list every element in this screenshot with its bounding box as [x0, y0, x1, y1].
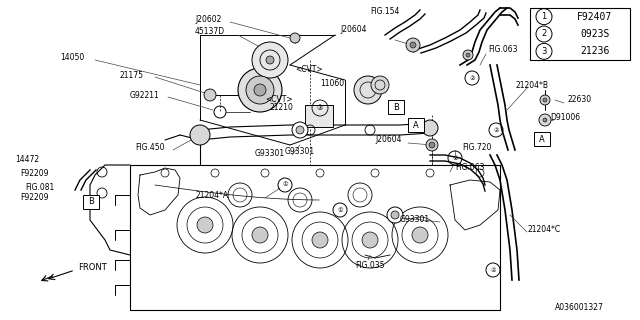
Text: J20604: J20604	[375, 135, 401, 145]
Circle shape	[292, 122, 308, 138]
Bar	[530, 8, 630, 60]
Circle shape	[387, 207, 403, 223]
Text: FIG.063: FIG.063	[455, 164, 484, 172]
Circle shape	[190, 125, 210, 145]
Circle shape	[204, 89, 216, 101]
Text: 21204*B: 21204*B	[515, 81, 548, 90]
Circle shape	[371, 76, 389, 94]
Text: 1: 1	[541, 12, 547, 21]
Text: FIG.450: FIG.450	[135, 142, 164, 151]
Circle shape	[540, 95, 550, 105]
Circle shape	[539, 114, 551, 126]
Text: ①: ①	[282, 182, 288, 188]
Text: F92209: F92209	[20, 169, 49, 178]
Circle shape	[246, 76, 274, 104]
Text: A: A	[539, 134, 545, 143]
Circle shape	[354, 76, 382, 104]
Circle shape	[543, 118, 547, 122]
Text: ②: ②	[493, 127, 499, 132]
Text: B: B	[393, 102, 399, 111]
Text: <CVT>: <CVT>	[265, 95, 292, 105]
Circle shape	[238, 68, 282, 112]
Text: 21175: 21175	[120, 70, 144, 79]
Circle shape	[429, 142, 435, 148]
Bar	[408, 118, 424, 132]
Text: 0923S: 0923S	[580, 29, 610, 39]
Circle shape	[290, 33, 300, 43]
Text: FIG.063: FIG.063	[488, 45, 518, 54]
Circle shape	[391, 211, 399, 219]
Circle shape	[362, 232, 378, 248]
Text: ②: ②	[452, 156, 458, 161]
Text: 22630: 22630	[568, 95, 592, 105]
Text: 21204*A: 21204*A	[195, 190, 228, 199]
Circle shape	[463, 50, 473, 60]
Text: J20604: J20604	[340, 26, 367, 35]
Text: 14050: 14050	[60, 53, 84, 62]
Text: J20602: J20602	[195, 15, 221, 25]
Circle shape	[543, 98, 547, 102]
Text: 2: 2	[541, 29, 547, 38]
Text: FIG.035: FIG.035	[355, 260, 385, 269]
Text: 45137D: 45137D	[195, 28, 225, 36]
Text: ①: ①	[337, 207, 343, 212]
Circle shape	[426, 139, 438, 151]
Circle shape	[252, 227, 268, 243]
Text: ②: ②	[469, 76, 475, 81]
Text: G93301: G93301	[285, 147, 315, 156]
Text: A: A	[413, 121, 419, 130]
Text: A036001327: A036001327	[555, 303, 604, 313]
Text: G93301: G93301	[255, 148, 285, 157]
Text: 21236: 21236	[580, 46, 610, 56]
Text: D91006: D91006	[550, 114, 580, 123]
Circle shape	[252, 42, 288, 78]
Circle shape	[422, 120, 438, 136]
Circle shape	[197, 217, 213, 233]
Text: ②: ②	[490, 268, 496, 273]
Text: FRONT: FRONT	[78, 263, 107, 273]
Circle shape	[466, 53, 470, 57]
Circle shape	[406, 38, 420, 52]
Circle shape	[312, 232, 328, 248]
Bar	[534, 132, 550, 146]
Text: G92211: G92211	[130, 91, 160, 100]
Text: G93301: G93301	[400, 215, 430, 225]
Bar	[305, 105, 333, 127]
Text: 21204*C: 21204*C	[528, 226, 561, 235]
Text: FIG.081: FIG.081	[25, 183, 54, 193]
Text: FIG.720: FIG.720	[462, 143, 492, 153]
Text: B: B	[88, 197, 94, 206]
Text: F92209: F92209	[20, 194, 49, 203]
Text: 21210: 21210	[270, 103, 294, 113]
Circle shape	[296, 126, 304, 134]
Text: <CVT>: <CVT>	[295, 66, 323, 75]
Circle shape	[266, 56, 274, 64]
Text: 14472: 14472	[15, 156, 39, 164]
Circle shape	[254, 84, 266, 96]
Text: FIG.154: FIG.154	[370, 7, 399, 17]
Circle shape	[410, 42, 416, 48]
Text: 3: 3	[541, 47, 547, 56]
Circle shape	[412, 227, 428, 243]
Text: 11060: 11060	[320, 78, 344, 87]
Bar	[83, 195, 99, 209]
Text: F92407: F92407	[577, 12, 612, 22]
Text: ③: ③	[317, 105, 323, 111]
Bar	[388, 100, 404, 114]
